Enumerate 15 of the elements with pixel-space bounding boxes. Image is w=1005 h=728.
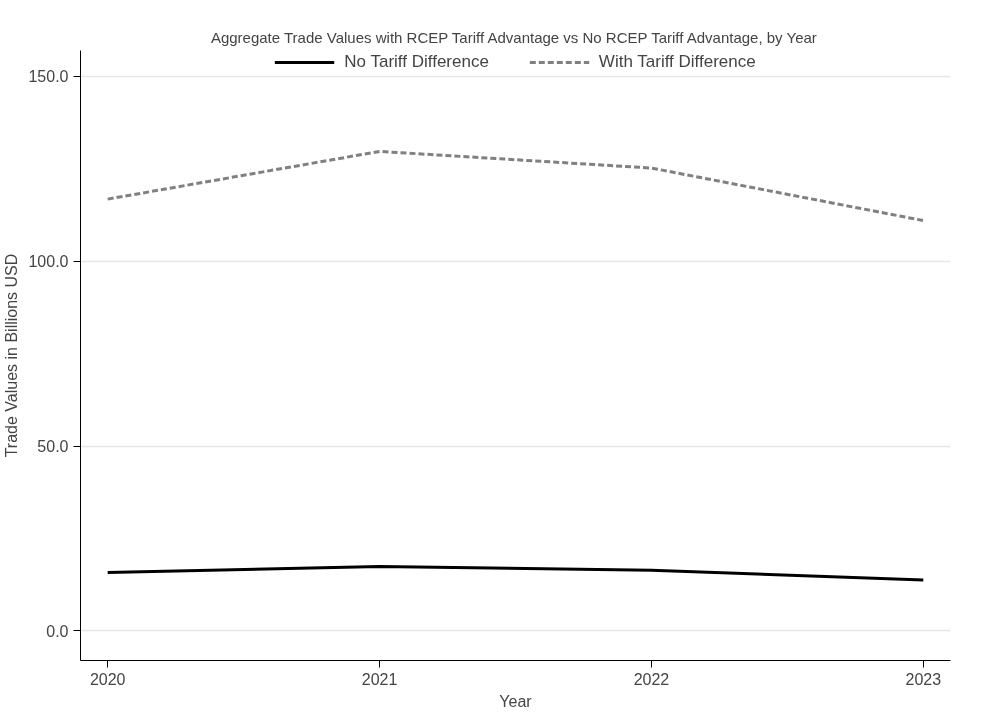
legend-label: With Tariff Difference	[598, 52, 756, 72]
x-tick-label: 2021	[361, 670, 398, 688]
x-tick-label: 2022	[633, 670, 670, 688]
x-tick-label: 2020	[89, 670, 126, 688]
y-axis-title: Trade Values in Billions USD	[3, 253, 21, 458]
line-series	[106, 149, 925, 223]
line-series	[106, 565, 925, 582]
y-tick-label: 50.0	[37, 438, 69, 456]
y-tick-label: 100.0	[28, 253, 69, 271]
chart-title: Aggregate Trade Values with RCEP Tariff Advantage vs No RCEP Tariff Advantage, by Year	[210, 28, 817, 46]
x-axis-title: Year	[499, 692, 533, 710]
y-tick-label: 0.0	[46, 622, 69, 640]
y-tick-label: 150.0	[28, 68, 69, 86]
x-tick-label: 2023	[905, 670, 942, 688]
legend-label: No Tariff Difference	[344, 52, 489, 72]
